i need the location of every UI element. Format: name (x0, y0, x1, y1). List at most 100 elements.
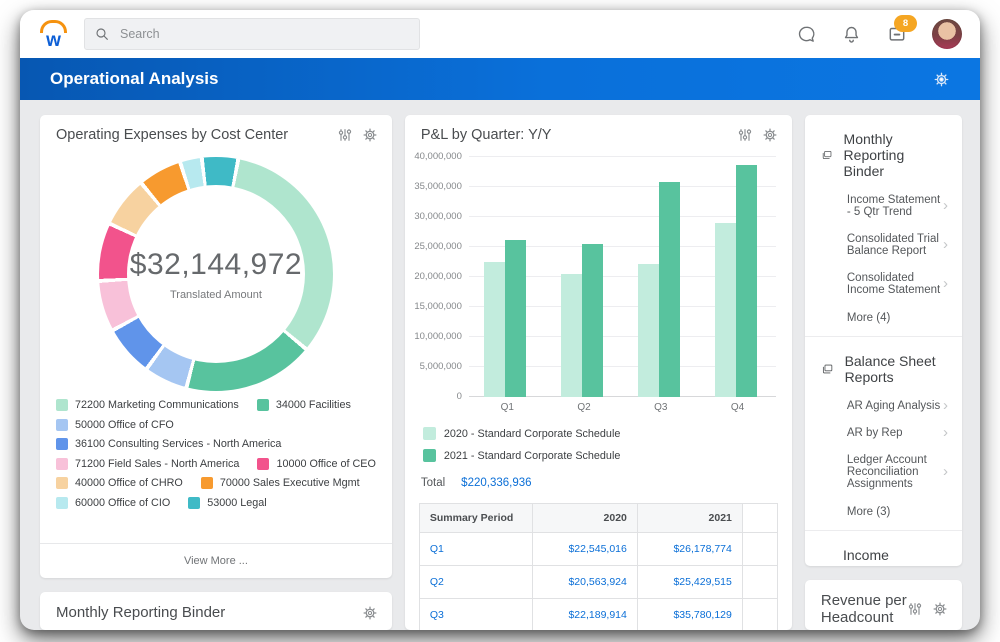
bar-group (561, 157, 607, 397)
section-monthly-reporting-binder: Monthly Reporting Binder Income Statemen… (805, 115, 962, 336)
chevron-right-icon: › (943, 196, 948, 214)
card-settings-gear-icon[interactable] (362, 605, 378, 621)
value-link[interactable]: $22,545,016 (531, 532, 638, 566)
card-report-binders: Monthly Reporting Binder Income Statemen… (804, 115, 962, 566)
search-icon (94, 26, 110, 42)
bar-group (637, 157, 684, 397)
table-header-2021: 2021 (636, 503, 743, 533)
workday-logo[interactable]: w (38, 17, 68, 51)
table-row: Q2 $20,563,924 $25,429,515 (418, 565, 778, 599)
binder-icon (821, 360, 834, 378)
value-link[interactable]: $22,189,914 (531, 598, 638, 630)
chat-icon[interactable] (796, 24, 817, 45)
report-link[interactable]: AR by Rep › (846, 423, 948, 441)
legend-item: 60000 Office of CIO (56, 496, 170, 509)
inbox-badge: 8 (894, 15, 917, 32)
bar-group (714, 157, 761, 397)
gutter-cell (741, 532, 778, 566)
bar[interactable] (561, 273, 582, 397)
table-row: Q3 $22,189,914 $35,780,129 (418, 598, 778, 630)
bar[interactable] (714, 223, 736, 397)
card-monthly-reporting-binder-bottom: Monthly Reporting Binder (40, 592, 392, 630)
filter-sliders-icon[interactable] (337, 127, 353, 143)
more-link[interactable]: More (4) (846, 312, 891, 324)
card-settings-gear-icon[interactable] (362, 127, 378, 143)
filter-sliders-icon[interactable] (737, 127, 753, 143)
filter-sliders-icon[interactable] (907, 601, 923, 617)
page-settings-gear-icon[interactable] (933, 71, 950, 88)
bar[interactable] (658, 182, 680, 397)
table-header-2020: 2020 (531, 503, 638, 533)
binder-icon (821, 146, 833, 164)
workday-logo-arc (39, 20, 67, 33)
bar[interactable] (735, 165, 757, 397)
report-link[interactable]: Consolidated Income Statement › (846, 271, 948, 296)
column-right: Monthly Reporting Binder Income Statemen… (804, 115, 962, 630)
total-row: Total $220,336,936 (405, 471, 792, 493)
bar[interactable] (505, 239, 527, 397)
legend-item: 2020 - Standard Corporate Schedule (422, 427, 774, 440)
total-value[interactable]: $220,336,936 (461, 477, 532, 489)
legend-item: 53000 Legal (188, 496, 267, 509)
table-header-period: Summary Period (418, 503, 533, 533)
bar-grid (468, 156, 776, 397)
binder-icon (821, 562, 832, 566)
user-avatar[interactable] (932, 19, 962, 49)
chevron-right-icon: › (943, 423, 948, 441)
period-link[interactable]: Q1 (418, 532, 533, 566)
card-settings-gear-icon[interactable] (762, 127, 778, 143)
legend-item: 71200 Field Sales - North America (56, 457, 239, 470)
value-link[interactable]: $26,178,774 (636, 532, 743, 566)
section-title: Monthly Reporting Binder (843, 131, 905, 179)
card-settings-gear-icon[interactable] (932, 601, 948, 617)
report-link[interactable]: Income Statement - 5 Qtr Trend › (846, 193, 948, 218)
x-axis-label: Q3 (654, 402, 668, 413)
gutter-cell (741, 598, 778, 630)
search-bar[interactable] (84, 18, 420, 50)
donut-chart[interactable]: $32,144,972 Translated Amount (98, 157, 333, 391)
bar[interactable] (637, 263, 659, 397)
chevron-right-icon: › (943, 462, 948, 480)
x-axis-label: Q4 (730, 402, 745, 413)
value-link[interactable]: $20,563,924 (531, 565, 638, 599)
more-link[interactable]: More (3) (846, 506, 891, 518)
legend-item: 70000 Sales Executive Mgmt (200, 477, 360, 489)
chevron-right-icon: › (943, 235, 948, 253)
card-operating-expenses: Operating Expenses by Cost Center $32,14… (40, 115, 392, 578)
table-row: Q1 $22,545,016 $26,178,774 (418, 532, 778, 566)
section-title: Balance Sheet Reports (844, 353, 936, 385)
column-middle: P&L by Quarter: Y/Y 0 5,000,000 10,000,000… (404, 115, 792, 630)
report-link[interactable]: Consolidated Trial Balance Report › (846, 232, 948, 257)
legend-item: 72200 Marketing Communications (56, 399, 239, 411)
donut-center-label: Translated Amount (169, 288, 262, 301)
legend-item: 50000 Office of CFO (56, 418, 174, 431)
value-link[interactable]: $25,429,515 (636, 565, 743, 599)
chevron-right-icon: › (943, 274, 948, 292)
section-balance-sheet-reports: Balance Sheet Reports AR Aging Analysis ›… (804, 336, 962, 530)
legend-item: 36100 Consulting Services - North Americ… (56, 438, 281, 450)
section-title: Income Statement Reports (843, 547, 907, 566)
card-pl-by-quarter: P&L by Quarter: Y/Y 0 5,000,000 10,000,000… (404, 115, 792, 630)
report-link[interactable]: Ledger Account Reconciliation Assignment… (846, 453, 948, 490)
card-title: Revenue per Headcount (820, 592, 907, 626)
view-more-link[interactable]: View More ... (40, 543, 392, 578)
section-income-statement-reports: Income Statement Reports Actual vs Budge… (804, 530, 962, 566)
search-input[interactable] (118, 26, 410, 42)
bar-legend: 2020 - Standard Corporate Schedule 2021 … (405, 413, 792, 471)
period-link[interactable]: Q3 (418, 598, 533, 630)
period-link[interactable]: Q2 (418, 565, 533, 599)
donut-hole (126, 185, 305, 363)
inbox-icon[interactable]: 8 (886, 15, 917, 45)
bar[interactable] (484, 261, 506, 397)
legend-item: 10000 Office of CEO (257, 457, 376, 470)
pl-table: Summary Period 2020 2021 Q1 $22,545,016 … (418, 503, 778, 630)
bar-groups (469, 157, 776, 397)
bar[interactable] (582, 244, 603, 397)
bar-xlabels: Q1 Q2 Q3 Q4 (469, 397, 776, 413)
chevron-right-icon: › (943, 396, 948, 414)
report-link[interactable]: AR Aging Analysis › (846, 396, 948, 414)
x-axis-label: Q1 (500, 402, 514, 413)
value-link[interactable]: $35,780,129 (636, 598, 743, 630)
notifications-bell-icon[interactable] (841, 24, 862, 45)
bar-chart: 0 5,000,000 10,000,000 15,000,000 20,000,000… (405, 151, 792, 413)
